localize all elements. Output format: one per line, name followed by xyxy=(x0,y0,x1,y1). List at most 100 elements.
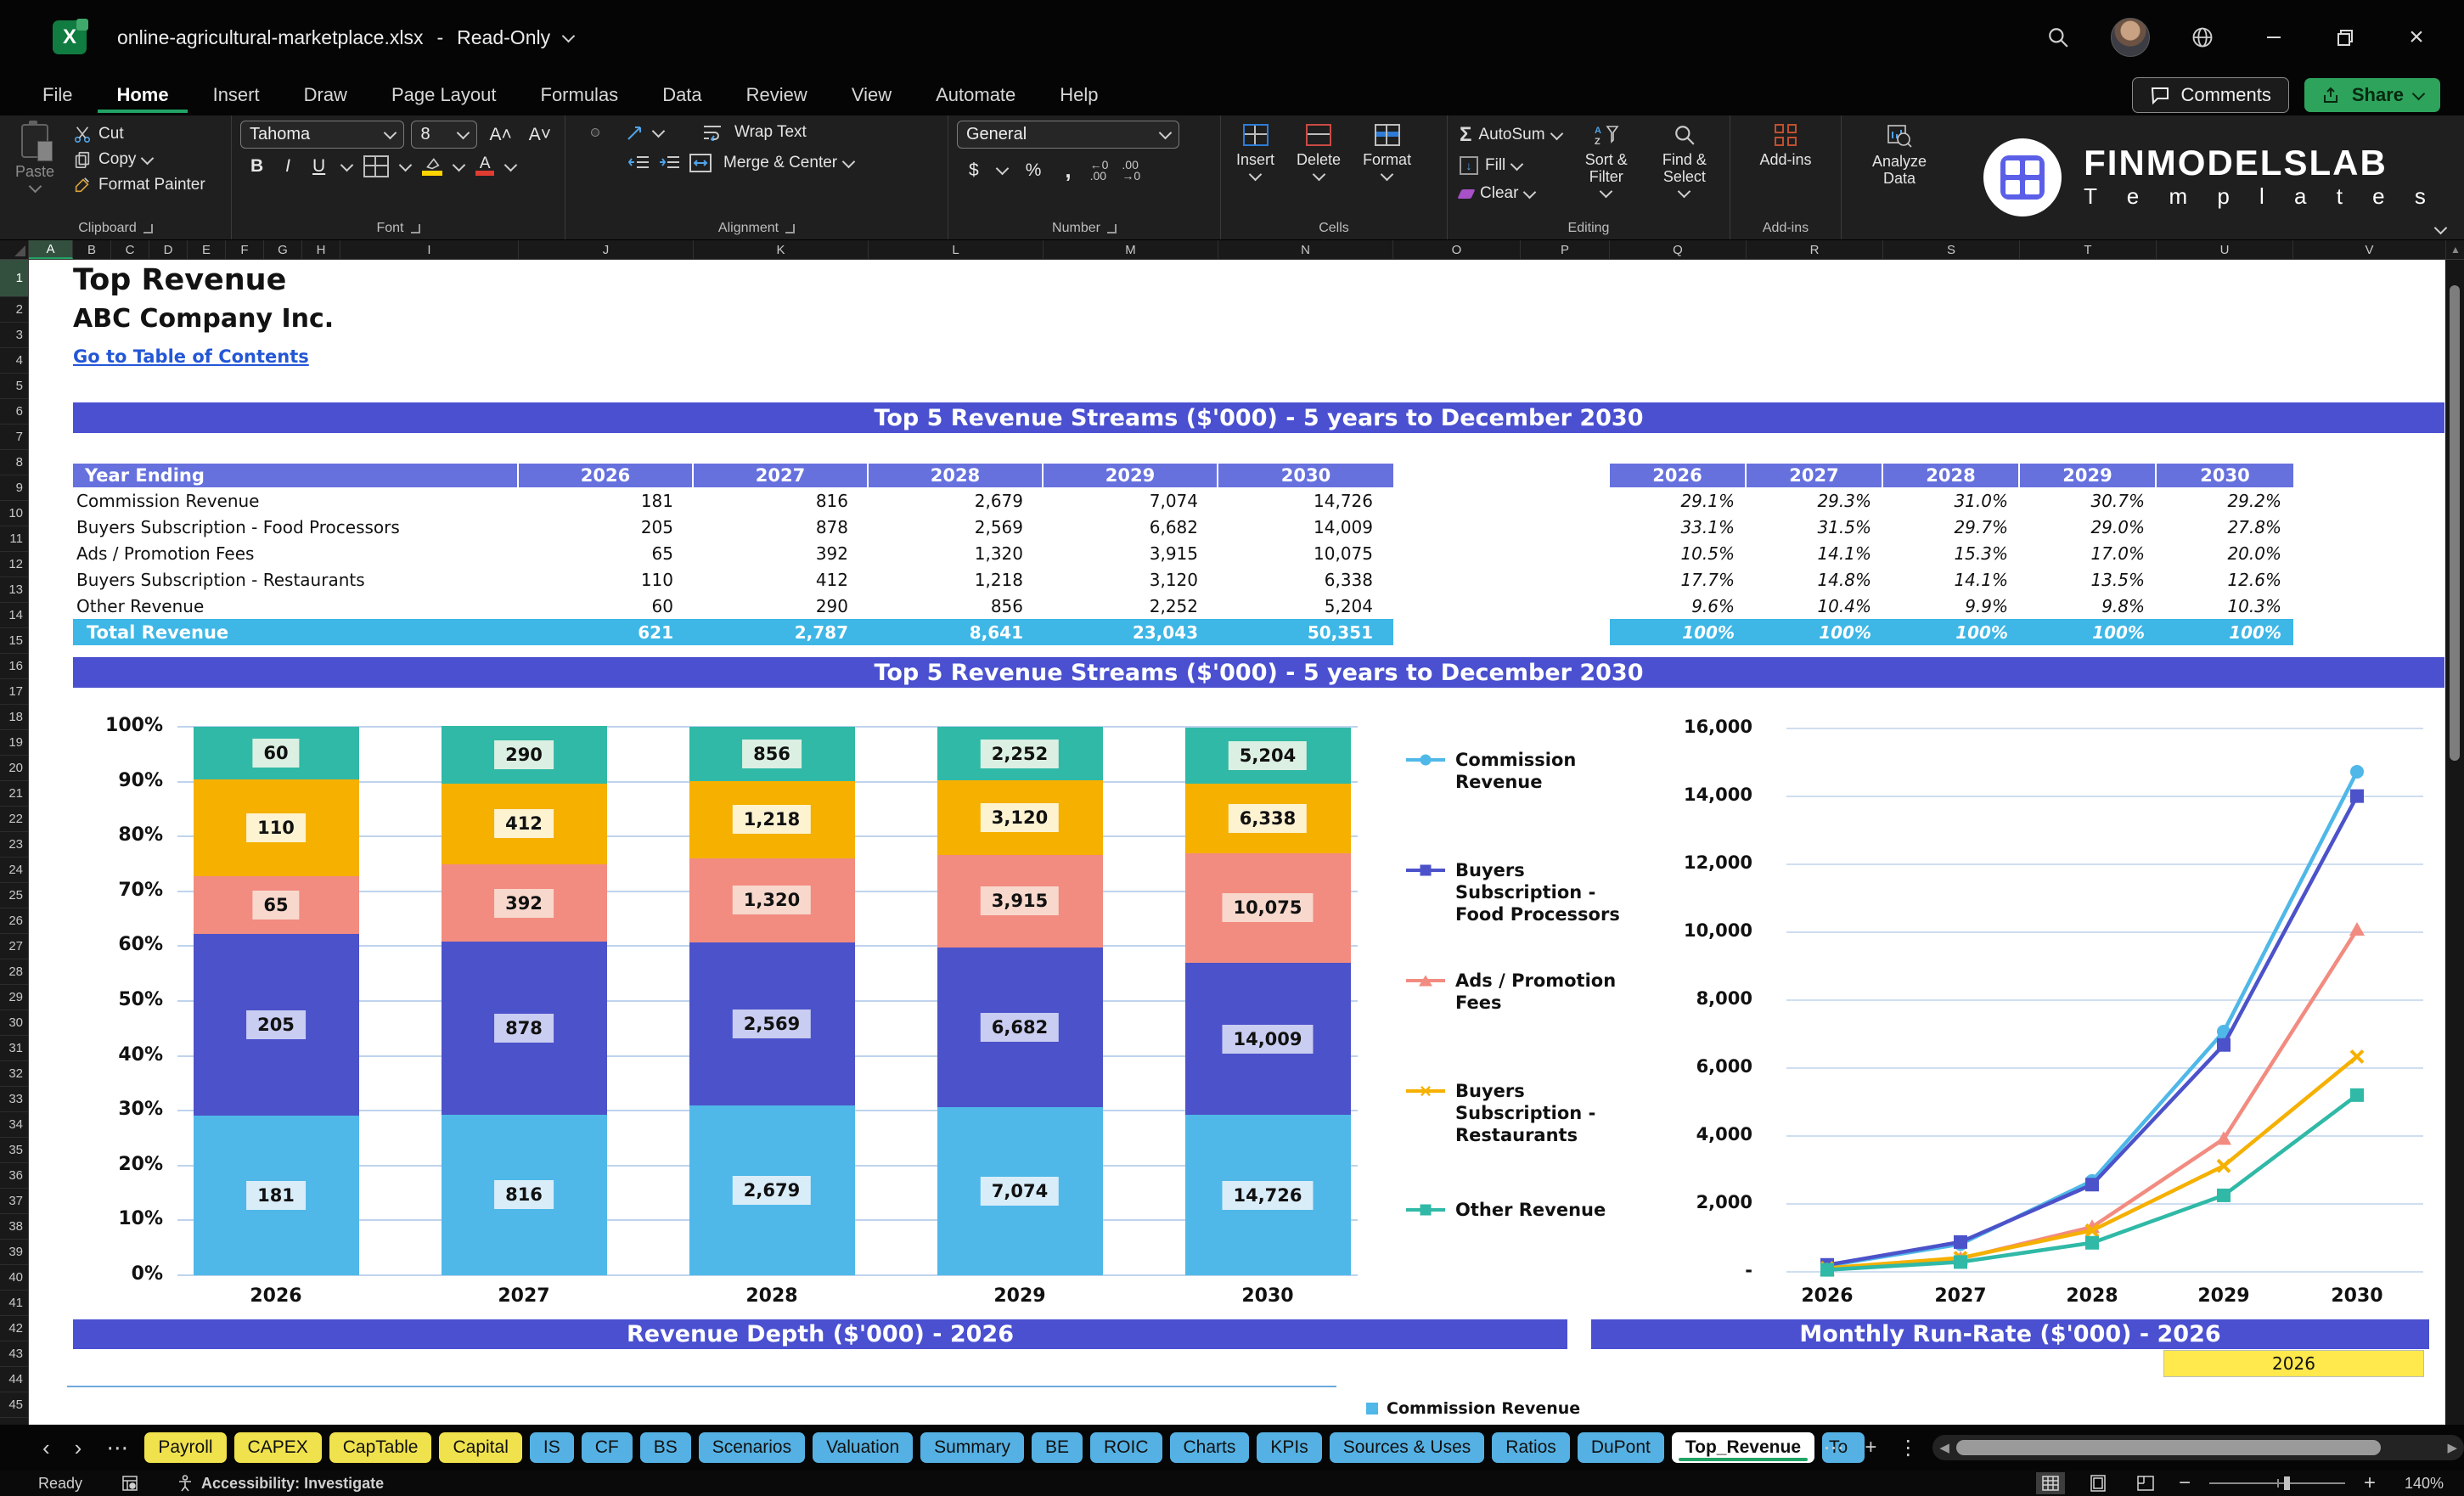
pct-value[interactable]: 30.7% xyxy=(2020,487,2157,514)
year-input-cell[interactable]: 2026 xyxy=(2163,1350,2424,1377)
macro-record-icon[interactable] xyxy=(121,1475,138,1492)
row-header-28[interactable]: 28 xyxy=(0,959,28,985)
data-point-marker[interactable] xyxy=(2350,765,2364,779)
data-point-marker[interactable] xyxy=(2085,1236,2099,1250)
scroll-right-icon[interactable]: ▶ xyxy=(2447,1440,2457,1455)
font-dialog-launcher-icon[interactable] xyxy=(411,224,420,233)
row-header-13[interactable]: 13 xyxy=(0,577,28,603)
restore-button[interactable] xyxy=(2326,19,2364,56)
sheet-tab-be[interactable]: BE xyxy=(1032,1432,1083,1463)
pct-value[interactable]: 9.8% xyxy=(2020,593,2157,619)
pct-value[interactable]: 29.7% xyxy=(1883,514,2020,540)
column-header-D[interactable]: D xyxy=(149,240,188,259)
cut-button[interactable]: Cut xyxy=(70,122,209,146)
legend-entry[interactable]: Commission Revenue xyxy=(1406,749,1644,793)
data-point-marker[interactable] xyxy=(2349,922,2365,936)
row-header-16[interactable]: 16 xyxy=(0,654,28,679)
share-button[interactable]: Share xyxy=(2304,78,2440,112)
row-header-39[interactable]: 39 xyxy=(0,1240,28,1265)
pct-value[interactable]: 10.3% xyxy=(2157,593,2293,619)
zoom-level[interactable]: 140% xyxy=(2394,1475,2444,1493)
align-right-icon[interactable] xyxy=(611,159,620,167)
next-sheet-icon[interactable]: › xyxy=(66,1435,91,1461)
column-header-U[interactable]: U xyxy=(2157,240,2293,259)
sheet-tab-captable[interactable]: CapTable xyxy=(329,1432,432,1463)
row-header-23[interactable]: 23 xyxy=(0,832,28,858)
column-header-O[interactable]: O xyxy=(1393,240,1521,259)
pct-value[interactable]: 27.8% xyxy=(2157,514,2293,540)
normal-view-button[interactable] xyxy=(2036,1472,2065,1494)
row-header-32[interactable]: 32 xyxy=(0,1061,28,1087)
pct-value[interactable]: 9.9% xyxy=(1883,593,2020,619)
number-format-select[interactable]: General xyxy=(957,121,1179,149)
row-header-24[interactable]: 24 xyxy=(0,858,28,883)
row-header-36[interactable]: 36 xyxy=(0,1163,28,1189)
row-header-9[interactable]: 9 xyxy=(0,475,28,501)
pct-value[interactable]: 29.0% xyxy=(2020,514,2157,540)
pct-value[interactable]: 14.1% xyxy=(1747,540,1883,566)
underline-chevron-icon[interactable] xyxy=(340,158,354,172)
column-header-E[interactable]: E xyxy=(188,240,226,259)
comma-button[interactable]: , xyxy=(1060,157,1076,183)
legend-entry[interactable]: Buyers Subscription - Food Processors xyxy=(1406,859,1644,925)
row-header-12[interactable]: 12 xyxy=(0,552,28,577)
pct-value[interactable]: 14.1% xyxy=(1883,566,2020,593)
more-tabs-icon[interactable]: ⋯ xyxy=(1816,1436,1850,1460)
row-header-43[interactable]: 43 xyxy=(0,1341,28,1367)
pct-value[interactable]: 17.7% xyxy=(1610,566,1747,593)
column-header-J[interactable]: J xyxy=(519,240,694,259)
menu-tab-view[interactable]: View xyxy=(833,77,910,113)
bold-button[interactable]: B xyxy=(245,156,268,177)
pct-value[interactable]: 29.2% xyxy=(2157,487,2293,514)
row-header-19[interactable]: 19 xyxy=(0,730,28,756)
row-header-33[interactable]: 33 xyxy=(0,1087,28,1112)
analyze-data-button[interactable]: Analyze Data xyxy=(1859,121,1940,190)
scroll-left-icon[interactable]: ◀ xyxy=(1939,1440,1949,1455)
new-sheet-button[interactable]: + xyxy=(1858,1436,1883,1459)
data-point-marker[interactable] xyxy=(1820,1263,1834,1277)
font-name-select[interactable]: Tahoma xyxy=(240,121,404,149)
format-cells-button[interactable]: Format xyxy=(1356,121,1418,183)
zoom-in-button[interactable]: + xyxy=(2364,1471,2376,1495)
menu-tab-page-layout[interactable]: Page Layout xyxy=(373,77,515,113)
title-chevron-icon[interactable] xyxy=(562,29,576,42)
column-header-N[interactable]: N xyxy=(1218,240,1393,259)
sheet-tab-top-revenue[interactable]: Top_Revenue xyxy=(1672,1432,1814,1463)
row-header-22[interactable]: 22 xyxy=(0,807,28,832)
data-point-marker[interactable] xyxy=(2085,1178,2099,1191)
sort-filter-button[interactable]: AZ Sort & Filter xyxy=(1573,121,1640,200)
menu-tab-home[interactable]: Home xyxy=(98,77,187,113)
previous-sheet-icon[interactable]: ‹ xyxy=(34,1435,59,1461)
menu-tab-automate[interactable]: Automate xyxy=(917,77,1034,113)
row-header-2[interactable]: 2 xyxy=(0,297,28,323)
pct-value[interactable]: 31.0% xyxy=(1883,487,2020,514)
menu-tab-formulas[interactable]: Formulas xyxy=(522,77,638,113)
align-top-icon[interactable] xyxy=(574,128,582,137)
menu-tab-file[interactable]: File xyxy=(24,77,91,113)
sheet-tab-is[interactable]: IS xyxy=(530,1432,574,1463)
pct-value[interactable]: 29.1% xyxy=(1610,487,1747,514)
menu-tab-draw[interactable]: Draw xyxy=(285,77,366,113)
page-break-view-button[interactable] xyxy=(2131,1472,2160,1494)
increase-font-icon[interactable]: A˄ xyxy=(484,125,516,145)
italic-button[interactable]: I xyxy=(280,156,295,177)
sheet-tab-summary[interactable]: Summary xyxy=(920,1432,1024,1463)
select-all-corner[interactable] xyxy=(0,240,29,259)
column-header-V[interactable]: V xyxy=(2293,240,2446,259)
menu-tab-insert[interactable]: Insert xyxy=(194,77,278,113)
increase-indent-icon[interactable] xyxy=(659,155,681,171)
pct-value[interactable]: 15.3% xyxy=(1883,540,2020,566)
row-header-45[interactable]: 45 xyxy=(0,1392,28,1418)
row-header-25[interactable]: 25 xyxy=(0,883,28,908)
borders-chevron-icon[interactable] xyxy=(399,158,413,172)
format-painter-button[interactable]: Format Painter xyxy=(70,173,209,197)
line-series[interactable] xyxy=(1827,796,2357,1265)
pct-total-value[interactable]: 100% xyxy=(1610,619,1747,645)
row-header-17[interactable]: 17 xyxy=(0,679,28,705)
align-bottom-icon[interactable] xyxy=(608,128,616,137)
data-point-marker[interactable] xyxy=(2217,1189,2231,1202)
sheet-tab-capital[interactable]: Capital xyxy=(439,1432,521,1463)
decrease-decimal-icon[interactable]: .00→0 xyxy=(1122,160,1140,182)
decrease-font-icon[interactable]: A˅ xyxy=(524,125,556,145)
clipboard-dialog-launcher-icon[interactable] xyxy=(143,224,153,233)
